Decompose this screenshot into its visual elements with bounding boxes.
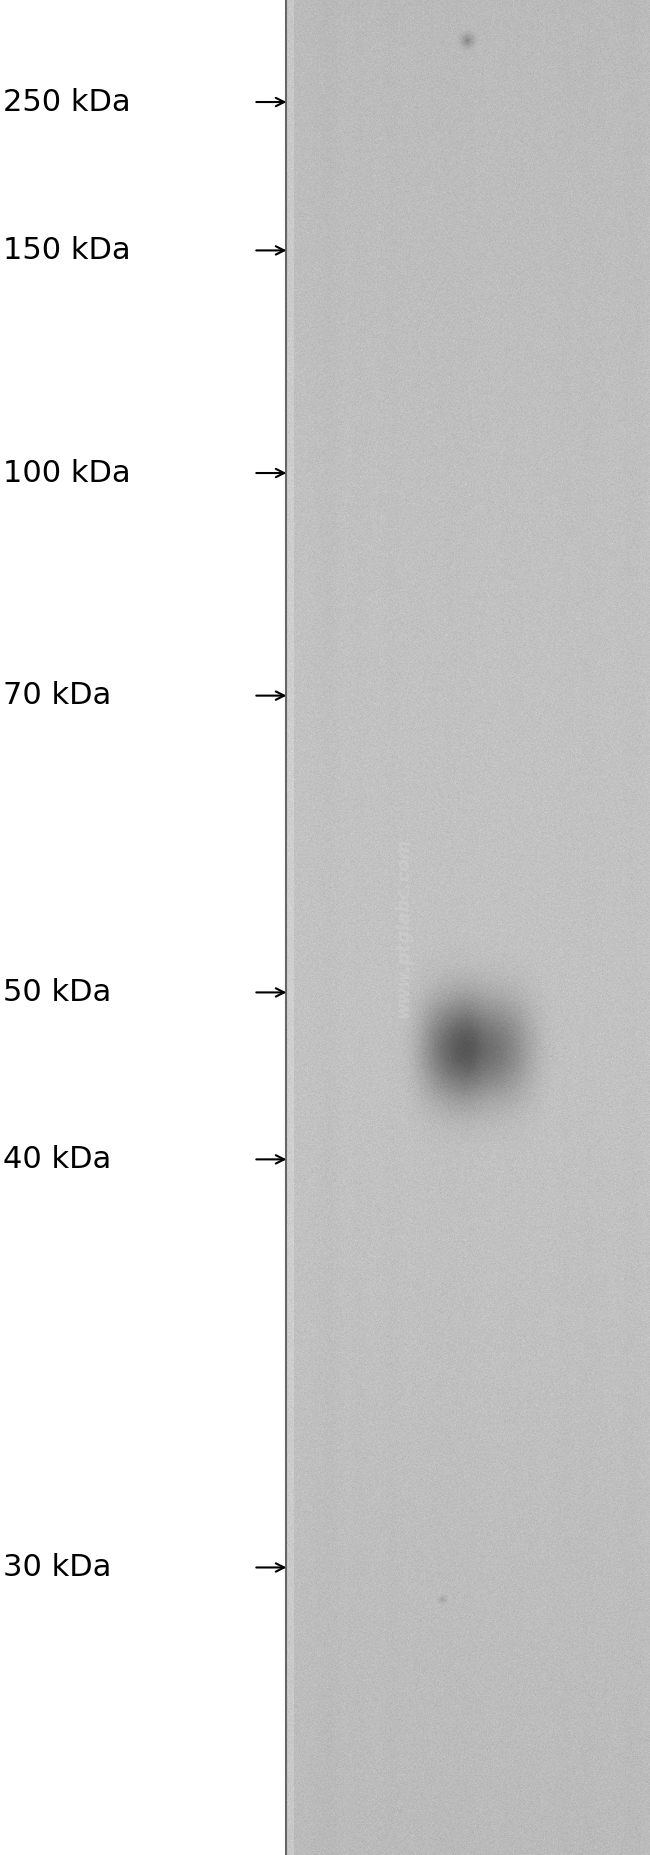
Text: 250 kDa: 250 kDa	[3, 87, 131, 117]
Text: 40 kDa: 40 kDa	[3, 1145, 112, 1174]
Text: 50 kDa: 50 kDa	[3, 978, 112, 1007]
Text: 70 kDa: 70 kDa	[3, 681, 112, 710]
Text: 100 kDa: 100 kDa	[3, 458, 131, 488]
Text: 30 kDa: 30 kDa	[3, 1553, 112, 1582]
Text: 150 kDa: 150 kDa	[3, 236, 131, 265]
Text: www.ptglabc.com: www.ptglabc.com	[394, 837, 412, 1018]
